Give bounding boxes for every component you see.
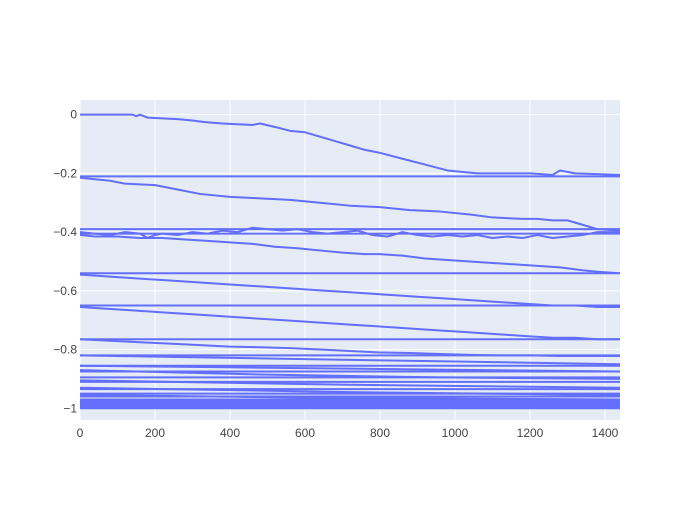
- series-line-1: [80, 113, 621, 176]
- series-line-15: [79, 354, 621, 366]
- x-tick-label: 1400: [592, 426, 619, 440]
- series-layer: [79, 113, 621, 410]
- y-tick-label: −0.2: [53, 166, 77, 180]
- x-tick-label: 0: [77, 426, 84, 440]
- y-tick-label: −0.8: [53, 343, 77, 357]
- x-tick-label: 600: [295, 426, 315, 440]
- y-tick-label: −0.6: [53, 284, 77, 298]
- x-tick-label: 1000: [442, 426, 469, 440]
- series-line-22: [79, 379, 621, 389]
- series-line-6: [79, 226, 620, 239]
- series-line-3: [79, 176, 621, 232]
- x-tick-label: 400: [220, 426, 240, 440]
- y-axis-ticks: 0 −0.2 −0.4 −0.6 −0.8 −1: [53, 108, 77, 416]
- series-line-9: [79, 273, 620, 308]
- x-tick-label: 1200: [517, 426, 544, 440]
- y-tick-label: −1: [63, 401, 77, 415]
- x-tick-label: 200: [145, 426, 165, 440]
- series-line-7: [79, 234, 621, 275]
- series-line-11: [79, 305, 620, 341]
- x-tick-label: 800: [370, 426, 390, 440]
- y-tick-label: −0.4: [53, 225, 77, 239]
- y-tick-label: 0: [70, 108, 77, 122]
- x-axis-ticks: 0 200 400 600 800 1000 1200 1400: [77, 426, 619, 440]
